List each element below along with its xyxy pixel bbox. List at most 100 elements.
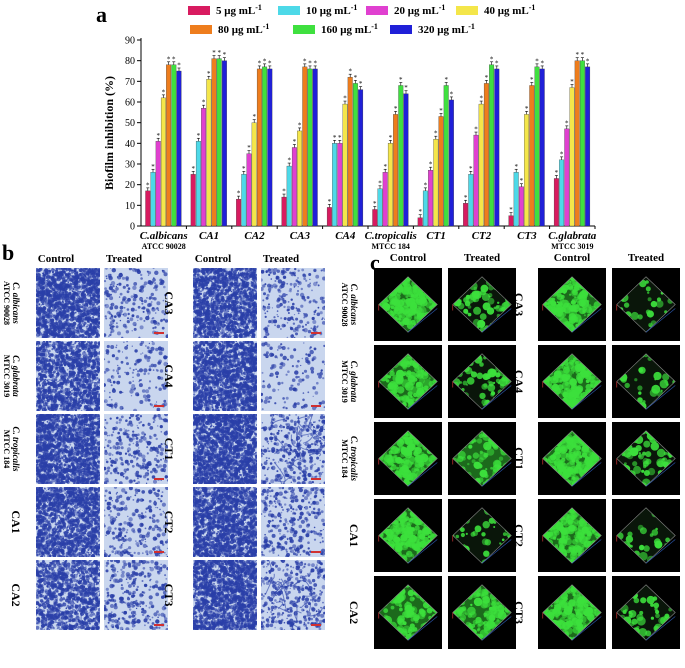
significance-marker: * [434, 130, 438, 138]
bar [494, 68, 500, 227]
significance-marker: * [389, 134, 393, 142]
significance-marker: * [570, 78, 574, 86]
bar [553, 178, 559, 227]
treated-micrograph [104, 560, 168, 630]
bar [518, 186, 524, 227]
column-header-control: Control [538, 252, 606, 264]
bar [448, 99, 454, 227]
significance-marker: * [429, 161, 433, 169]
treated-clsm-image [612, 422, 680, 495]
bar [332, 143, 338, 227]
significance-marker: * [359, 80, 363, 88]
significance-marker: * [247, 144, 251, 152]
significance-marker: * [565, 119, 569, 127]
bar [326, 207, 332, 227]
significance-marker: * [354, 74, 358, 82]
treated-micrograph [261, 487, 325, 557]
row-label: CT1 [162, 414, 176, 484]
significance-marker: * [308, 59, 312, 67]
significance-marker: * [469, 165, 473, 173]
control-clsm-image [538, 422, 606, 495]
legend-swatch [456, 6, 478, 15]
treated-clsm-image [612, 345, 680, 418]
significance-marker: * [237, 190, 241, 198]
significance-marker: * [404, 84, 408, 92]
row-label: CT3 [162, 560, 176, 630]
legend-swatch [190, 25, 212, 34]
row-label: CT2 [512, 499, 526, 572]
bar [574, 60, 580, 227]
row-label-name: CT2 [512, 524, 526, 547]
x-tick-label: CA3 [290, 230, 311, 242]
row-label-name: CT1 [512, 447, 526, 470]
y-tick-label: 40 [125, 139, 135, 150]
bar [513, 172, 519, 227]
row-label-name: CT2 [162, 511, 176, 534]
row-label-name: C. albicans [349, 284, 359, 326]
significance-marker: * [167, 55, 171, 63]
bar [206, 79, 212, 227]
legend-label: 20 μg mL-1 [394, 3, 445, 17]
significance-marker: * [514, 163, 518, 171]
row-label-strain: MTCC 184 [339, 422, 349, 495]
row-label-strain: ATCC 90028 [339, 268, 349, 341]
row-label-name: CA2 [9, 583, 23, 606]
significance-marker: * [282, 188, 286, 196]
row-label: C. tropicalis MTCC 184 [1, 414, 21, 484]
control-micrograph [36, 341, 100, 411]
row-label: C. tropicalis MTCC 184 [339, 422, 359, 495]
significance-marker: * [520, 177, 524, 185]
treated-clsm-image [612, 576, 680, 649]
bar [307, 68, 313, 227]
y-tick-label: 90 [125, 36, 135, 47]
control-clsm-image [374, 345, 442, 418]
row-label: CA2 [347, 576, 361, 649]
bar [281, 196, 287, 227]
y-tick-label: 10 [125, 201, 135, 212]
bar [195, 141, 201, 227]
significance-marker: * [313, 59, 317, 67]
significance-marker: * [383, 163, 387, 171]
significance-marker: * [540, 59, 544, 67]
control-clsm-image [374, 422, 442, 495]
significance-marker: * [202, 99, 206, 107]
control-clsm-image [538, 576, 606, 649]
significance-marker: * [378, 179, 382, 187]
row-label-name: CA4 [162, 364, 176, 387]
row-label: CT3 [512, 576, 526, 649]
significance-marker: * [581, 51, 585, 59]
biofilm-inhibition-chart: 5 μg mL-1 10 μg mL-1 20 μg mL-1 40 μg mL-1 8… [102, 3, 597, 251]
treated-clsm-image [612, 499, 680, 572]
row-label: CA4 [162, 341, 176, 411]
bar [478, 103, 484, 227]
significance-marker: * [333, 134, 337, 142]
row-label: CA4 [512, 345, 526, 418]
bar [585, 66, 591, 227]
bar [358, 89, 364, 227]
bar [559, 159, 565, 227]
row-label-name: CT3 [512, 601, 526, 624]
scale-bar [154, 478, 164, 480]
bar [160, 97, 166, 227]
row-label: C. albicans ATCC 90028 [1, 268, 21, 338]
row-label: C. glabrata MTCC 3019 [1, 341, 21, 411]
bar [176, 70, 182, 227]
bar [483, 83, 489, 227]
x-tick-label: CA1 [199, 230, 219, 242]
bar [251, 122, 257, 227]
bar [382, 172, 388, 227]
column-header-treated: Treated [92, 253, 156, 265]
row-label: CT2 [162, 487, 176, 557]
bar [211, 58, 217, 227]
bar [150, 172, 156, 227]
treated-clsm-image [448, 422, 516, 495]
column-header-treated: Treated [448, 252, 516, 264]
treated-micrograph [261, 414, 325, 484]
row-label: CA2 [9, 560, 23, 630]
row-label-strain: MTCC 184 [1, 414, 11, 484]
bar [403, 93, 409, 227]
panel-label-b: b [2, 240, 14, 266]
bar [463, 203, 469, 227]
significance-marker: * [424, 181, 428, 189]
bar [417, 217, 423, 227]
